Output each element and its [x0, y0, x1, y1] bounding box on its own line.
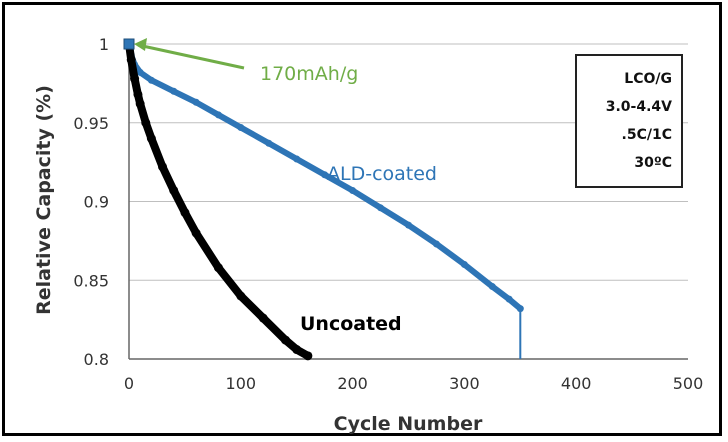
data-point — [303, 351, 313, 361]
y-tick-label: 0.85 — [73, 271, 109, 290]
x-tick-label: 0 — [124, 374, 134, 393]
data-point — [258, 313, 268, 323]
data-point — [432, 240, 440, 248]
data-point — [141, 118, 151, 128]
conditions-box — [575, 54, 683, 188]
data-point — [135, 99, 145, 109]
data-point — [158, 162, 168, 172]
start-marker — [123, 38, 135, 50]
series-lines — [123, 38, 524, 361]
data-point — [405, 221, 412, 229]
data-point — [169, 185, 179, 195]
data-point — [292, 345, 302, 355]
conditions-line-1: LCO/G — [624, 71, 672, 87]
data-point — [130, 74, 140, 84]
data-point — [126, 55, 136, 65]
conditions-line-4: 30ºC — [634, 155, 672, 171]
data-point — [146, 134, 156, 143]
y-tick-label: 1 — [99, 35, 109, 54]
annotation-arrowhead — [134, 38, 147, 51]
x-tick-label: 500 — [673, 374, 704, 393]
data-point — [213, 263, 223, 273]
x-tick-label: 200 — [337, 374, 368, 393]
y-tick-label: 0.8 — [84, 350, 109, 369]
data-point — [147, 76, 155, 84]
data-point — [281, 335, 291, 345]
annotation-170mah: 170mAh/g — [260, 63, 358, 85]
data-point — [377, 204, 385, 212]
data-point — [192, 98, 200, 106]
data-point — [170, 87, 178, 95]
data-point — [488, 283, 496, 291]
x-tick-label: 400 — [561, 374, 592, 393]
axes — [128, 42, 688, 360]
data-point — [180, 208, 190, 218]
conditions-line-3: .5C/1C — [622, 127, 672, 143]
data-point — [460, 261, 468, 268]
data-point — [349, 186, 357, 194]
x-axis-label: Cycle Number — [334, 413, 483, 435]
data-point — [505, 295, 513, 303]
data-point — [293, 155, 301, 163]
y-tick-labels: 0.8 0.85 0.9 0.95 1 — [73, 35, 109, 369]
x-tick-label: 300 — [449, 374, 480, 393]
annotation-ald-coated: ALD-coated — [327, 163, 437, 185]
data-point — [236, 291, 246, 301]
y-axis-label: Relative Capacity (%) — [33, 85, 55, 315]
annotation-arrow — [137, 43, 245, 70]
x-tick-label: 100 — [226, 374, 257, 393]
data-point — [191, 228, 201, 238]
data-point — [237, 123, 245, 131]
gridlines — [129, 43, 688, 281]
y-tick-label: 0.95 — [73, 114, 109, 133]
y-tick-label: 0.9 — [84, 193, 109, 212]
annotation-uncoated: Uncoated — [300, 313, 402, 335]
data-point — [136, 68, 144, 76]
x-tick-labels: 0 100 200 300 400 500 — [124, 374, 703, 393]
data-point — [265, 139, 273, 147]
conditions-line-2: 3.0-4.4V — [606, 99, 672, 115]
data-point — [133, 89, 143, 99]
data-point — [214, 111, 222, 119]
data-point — [321, 171, 329, 179]
series-line-uncoated — [125, 40, 312, 360]
